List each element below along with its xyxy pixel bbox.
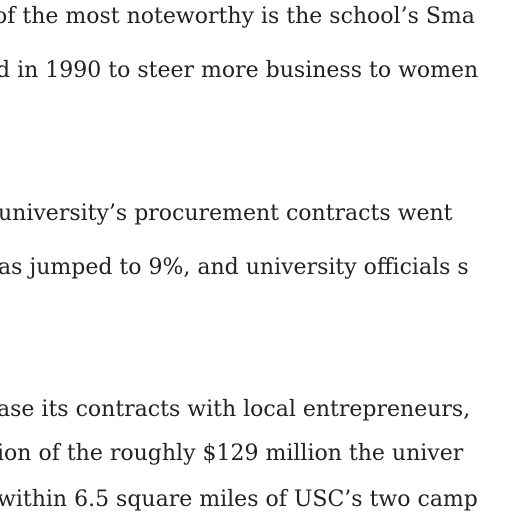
- text-line: ase its contracts with local entrepreneu…: [0, 397, 471, 422]
- text-line: university’s procurement contracts went: [0, 201, 453, 226]
- text-line: d in 1990 to steer more business to wome…: [0, 58, 479, 83]
- text-line: within 6.5 square miles of USC’s two cam…: [0, 487, 478, 512]
- text-line: as jumped to 9%, and university official…: [0, 255, 469, 280]
- text-line: ion of the roughly $129 million the univ…: [0, 441, 464, 466]
- text-line: of the most noteworthy is the school’s S…: [0, 4, 475, 29]
